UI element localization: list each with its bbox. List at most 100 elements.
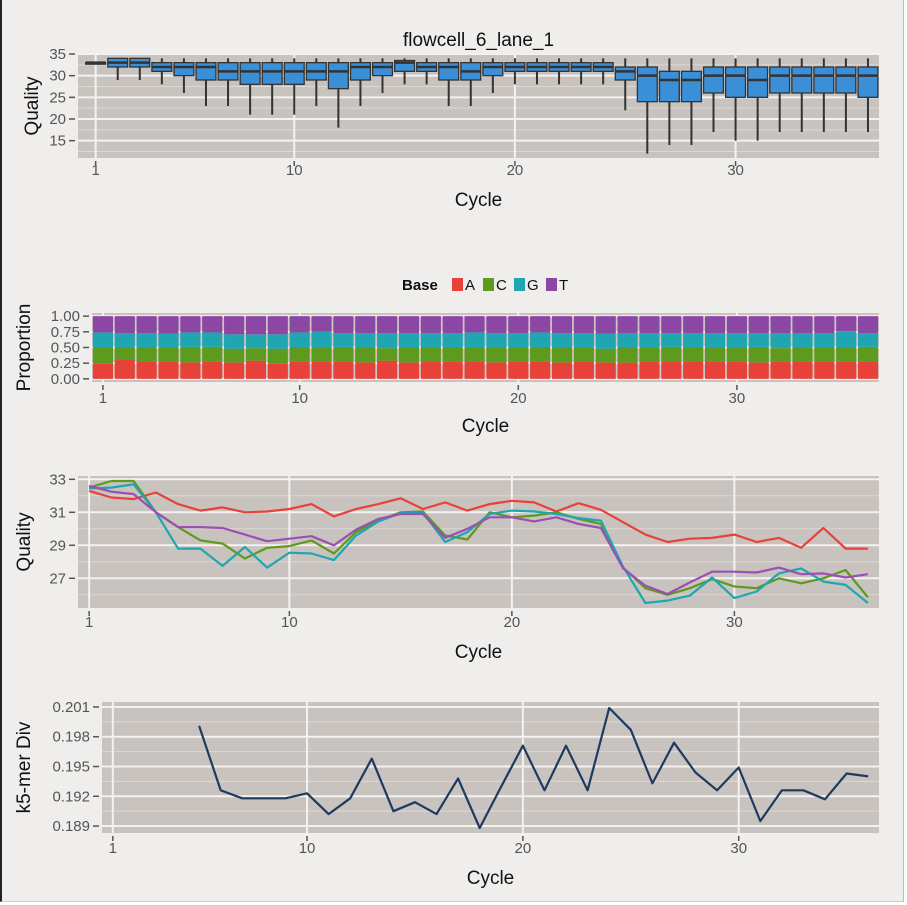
y-axis-title: Quality [22, 76, 43, 136]
base-proportion-panel: 1 10 20 30 0.000.250.500.751.00 Cycle Proporti… [14, 277, 879, 437]
x-tick-label: 10 [299, 840, 316, 857]
bar-G-9 [267, 334, 288, 349]
legend-label-A: A [465, 277, 475, 294]
box-23 [570, 58, 592, 85]
bar-A-29 [704, 361, 726, 379]
bar-A-31 [748, 362, 769, 379]
x-axis-title: Cycle [467, 868, 515, 889]
bar-T-27 [661, 316, 682, 334]
box-21 [526, 58, 548, 85]
bar-T-5 [180, 316, 201, 333]
bar-G-4 [158, 333, 179, 348]
kmer-panel: 1 10 20 30 0.189 0.192 0.195 0.198 0.201 Cycle k5-… [14, 699, 879, 889]
bar-G-19 [486, 333, 507, 348]
box-11 [305, 58, 327, 106]
bar-G-6 [202, 332, 223, 347]
box-body [261, 62, 283, 85]
bar-T-1 [92, 316, 113, 333]
box-20 [504, 58, 526, 85]
bar-T-31 [748, 316, 769, 334]
bar-T-20 [508, 316, 529, 334]
box-15 [393, 58, 416, 85]
box-31 [747, 58, 769, 141]
box-24 [592, 58, 614, 85]
bar-T-18 [464, 316, 485, 333]
bar-C-30 [726, 347, 747, 362]
box-body [195, 62, 217, 81]
bar-A-7 [224, 362, 245, 379]
bar-G-1 [92, 332, 113, 348]
box-13 [349, 58, 372, 106]
bar-A-21 [530, 361, 551, 379]
bar-T-13 [355, 316, 376, 334]
bar-C-20 [508, 347, 529, 362]
box-body [239, 62, 261, 85]
box-8 [239, 58, 261, 115]
bar-G-35 [836, 331, 857, 348]
bar-C-28 [683, 347, 704, 362]
legend-label-T: T [559, 277, 568, 294]
series-line-T [88, 484, 869, 596]
box-18 [460, 58, 482, 106]
series-line-A [88, 489, 868, 550]
bar-A-17 [442, 361, 463, 379]
box-27 [658, 58, 680, 145]
x-tick-label: 10 [286, 162, 303, 179]
bar-A-2 [114, 360, 135, 379]
box-body [614, 66, 636, 81]
bar-A-36 [858, 361, 879, 379]
bar-G-16 [420, 333, 441, 348]
bar-T-9 [267, 316, 288, 335]
bar-G-17 [442, 333, 463, 348]
bar-A-33 [792, 361, 813, 379]
box-body [835, 66, 857, 94]
bar-T-14 [377, 316, 398, 334]
bar-A-32 [770, 361, 791, 379]
box-36 [857, 58, 879, 132]
bar-G-26 [639, 333, 660, 348]
box-29 [702, 58, 725, 132]
legend: Base A C G T [402, 277, 568, 294]
bar-G-3 [136, 333, 157, 348]
y-tick-label: 0.201 [52, 699, 90, 716]
y-tick-label: 0.195 [52, 759, 90, 776]
bar-C-32 [770, 348, 791, 362]
bar-A-19 [486, 362, 507, 379]
bar-G-36 [858, 333, 879, 347]
x-tick-label: 1 [109, 840, 117, 857]
bar-T-10 [289, 316, 310, 333]
bar-T-8 [245, 316, 267, 335]
bar-C-22 [551, 347, 573, 363]
bar-C-9 [267, 348, 288, 364]
bar-T-3 [136, 316, 157, 334]
bar-C-17 [442, 347, 463, 362]
bar-T-29 [704, 316, 726, 334]
bar-G-2 [114, 333, 135, 348]
box-panel: 1 10 20 30 15 20 25 30 35 Cycle Quality flowcell_6_… [22, 30, 879, 211]
y-tick-label: 0.25 [51, 355, 80, 372]
bar-G-7 [224, 334, 245, 349]
bar-C-19 [486, 347, 507, 363]
legend-label-C: C [496, 277, 507, 294]
box-body [438, 62, 460, 81]
box-1 [85, 61, 107, 65]
y-tick-label: 27 [49, 570, 66, 587]
bar-A-11 [311, 361, 332, 379]
bar-C-23 [573, 347, 594, 362]
bar-C-11 [311, 347, 332, 362]
bar-T-19 [486, 316, 507, 334]
bar-G-33 [792, 333, 813, 348]
box-body [173, 62, 195, 77]
bar-C-18 [464, 347, 485, 362]
x-tick-label: 20 [507, 162, 524, 179]
x-tick-label: 20 [504, 614, 521, 631]
bar-C-10 [289, 347, 310, 362]
bar-A-20 [508, 361, 529, 379]
box-body [769, 66, 791, 94]
bar-C-34 [814, 347, 835, 362]
bar-G-22 [551, 333, 573, 348]
base-quality-panel: 1 10 20 30 27 29 31 33 Cycle Quality [14, 471, 879, 663]
box-22 [548, 58, 570, 85]
bar-G-32 [770, 333, 791, 349]
bar-T-12 [333, 316, 354, 334]
